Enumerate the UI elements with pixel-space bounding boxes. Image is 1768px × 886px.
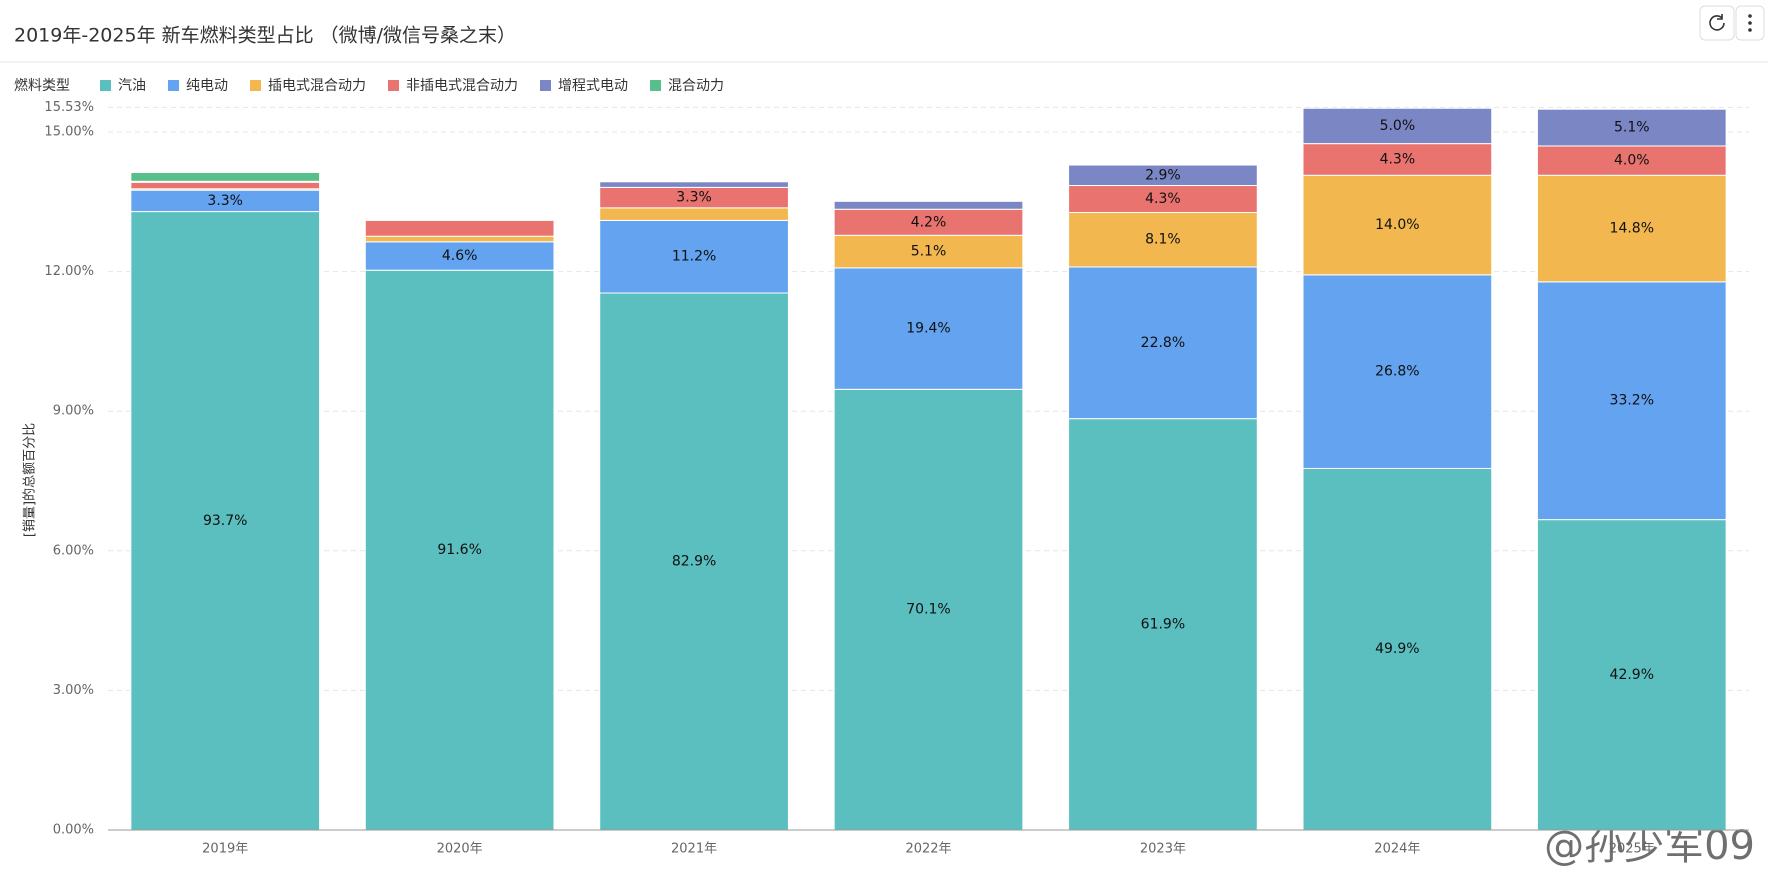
- x-tick-label: 2022年: [905, 842, 951, 857]
- data-label: 26.8%: [1375, 364, 1419, 380]
- y-tick-label: 6.00%: [53, 543, 94, 558]
- legend-item[interactable]: 插电式混合动力: [250, 78, 366, 94]
- bar-segment: [1068, 164, 1258, 187]
- legend-swatch: [250, 80, 261, 91]
- data-label: 2.9%: [1145, 167, 1181, 183]
- legend-label: 汽油: [118, 78, 146, 94]
- bar-segment: [130, 171, 321, 182]
- data-label: 3.3%: [676, 190, 712, 206]
- data-label: 3.3%: [207, 193, 243, 209]
- data-label: 22.8%: [1141, 335, 1185, 351]
- legend-title: 燃料类型: [14, 77, 70, 94]
- bar-segment: [599, 181, 789, 188]
- legend-label: 纯电动: [186, 78, 228, 94]
- data-label: 4.2%: [911, 214, 947, 230]
- bar-segment: [1302, 274, 1493, 469]
- bar-segment: [130, 211, 321, 831]
- data-label: 61.9%: [1141, 616, 1185, 632]
- bar-segment: [1536, 145, 1727, 176]
- bar-segment: [1068, 266, 1258, 420]
- legend-label: 非插电式混合动力: [406, 78, 518, 94]
- legend-swatch: [650, 80, 661, 91]
- x-tick-label: 2023年: [1140, 842, 1186, 857]
- legend-item[interactable]: 增程式电动: [540, 78, 628, 94]
- data-label: 14.0%: [1375, 217, 1419, 233]
- bar-segment: [130, 181, 321, 190]
- bar-segment: [1536, 281, 1727, 521]
- legend-swatch: [100, 80, 111, 91]
- bar-segment: [364, 235, 555, 243]
- refresh-button[interactable]: [1699, 5, 1735, 41]
- chart-title: 2019年-2025年 新车燃料类型占比 （微博/微信号桑之末）: [14, 25, 516, 47]
- legend-label: 插电式混合动力: [268, 78, 366, 94]
- y-tick-label: 12.00%: [44, 264, 94, 279]
- data-label: 33.2%: [1610, 393, 1654, 409]
- bar-segment: [833, 234, 1024, 269]
- x-tick-label: 2019年: [202, 842, 248, 857]
- bar-segment: [1068, 212, 1258, 268]
- data-label: 4.6%: [442, 248, 478, 264]
- data-label: 11.2%: [672, 249, 716, 265]
- legend-item[interactable]: 混合动力: [650, 78, 724, 94]
- data-label: 4.0%: [1614, 153, 1650, 169]
- x-tick-label: 2025年: [1609, 842, 1655, 857]
- legend-item[interactable]: 汽油: [100, 78, 146, 94]
- bar-segment: [1536, 519, 1727, 831]
- y-tick-label: 3.00%: [53, 683, 94, 698]
- bar-segment: [1536, 108, 1727, 147]
- data-label: 5.1%: [911, 244, 947, 260]
- legend-swatch: [540, 80, 551, 91]
- x-tick-label: 2024年: [1374, 842, 1420, 857]
- bar-segment: [1302, 467, 1493, 831]
- bar-segment: [1302, 174, 1493, 276]
- data-label: 42.9%: [1610, 667, 1654, 683]
- data-label: 4.3%: [1145, 191, 1181, 207]
- data-label: 8.1%: [1145, 232, 1181, 248]
- legend-label: 增程式电动: [558, 78, 628, 94]
- bar-segment: [599, 219, 789, 294]
- data-label: 49.9%: [1375, 641, 1419, 657]
- data-label: 82.9%: [672, 554, 716, 570]
- legend-item[interactable]: 纯电动: [168, 78, 228, 94]
- y-tick-label: 9.00%: [53, 404, 94, 419]
- bar-segment: [1068, 418, 1258, 831]
- x-tick-label: 2021年: [671, 842, 717, 857]
- menu-button[interactable]: [1735, 5, 1765, 41]
- bar-segment: [1536, 174, 1727, 283]
- bar-segment: [1302, 107, 1493, 145]
- bar-segment: [364, 269, 555, 831]
- y-tick-label: 0.00%: [53, 823, 94, 838]
- x-tick-label: 2020年: [437, 842, 483, 857]
- legend-swatch: [168, 80, 179, 91]
- data-label: 19.4%: [906, 321, 950, 337]
- legend-label: 混合动力: [668, 78, 724, 94]
- data-label: 5.1%: [1614, 120, 1650, 136]
- bar-segment: [599, 207, 789, 221]
- watermark: @孙少军09: [1544, 823, 1755, 869]
- y-tick-label: 15.00%: [44, 125, 94, 140]
- bar-segment: [364, 219, 555, 237]
- y-axis-label: [销量]的总额百分比: [22, 423, 38, 537]
- data-label: 4.3%: [1380, 151, 1416, 167]
- legend-swatch: [388, 80, 399, 91]
- legend-item[interactable]: 非插电式混合动力: [388, 78, 518, 94]
- data-label: 70.1%: [906, 602, 950, 618]
- bar-segment: [599, 292, 789, 831]
- bar-segment: [1302, 143, 1493, 176]
- y-tick-label: 15.53%: [44, 100, 94, 115]
- bar-segment: [833, 200, 1024, 210]
- bar-segment: [833, 267, 1024, 390]
- data-label: 93.7%: [203, 513, 247, 529]
- data-label: 91.6%: [437, 542, 481, 558]
- bar-segment: [833, 208, 1024, 236]
- data-label: 14.8%: [1610, 221, 1654, 237]
- data-label: 5.0%: [1380, 118, 1416, 134]
